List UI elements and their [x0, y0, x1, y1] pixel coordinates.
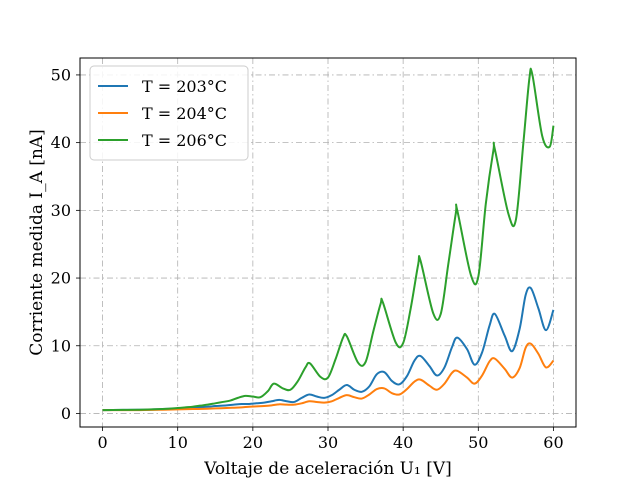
x-tick-label: 0 — [97, 433, 107, 452]
series-line-1 — [102, 286, 555, 412]
legend-label-3: T = 206°C — [142, 131, 227, 150]
x-tick-label: 40 — [393, 433, 413, 452]
series-lines — [102, 67, 555, 412]
legend-label-2: T = 204°C — [142, 104, 227, 123]
grid — [80, 58, 576, 427]
y-tick-label: 30 — [51, 201, 71, 220]
x-tick-label: 10 — [168, 433, 188, 452]
legend-label-1: T = 203°C — [142, 77, 227, 96]
x-axis-label: Voltaje de aceleración U₁ [V] — [203, 459, 452, 479]
x-tick-label: 60 — [543, 433, 563, 452]
y-tick-label: 20 — [51, 269, 71, 288]
legend: T = 203°C T = 204°C T = 206°C — [89, 65, 249, 161]
series-line-2 — [102, 342, 555, 412]
x-tick-label: 30 — [318, 433, 338, 452]
ticks: 0 10 20 30 40 50 60 0 10 20 30 40 50 — [51, 65, 564, 452]
y-tick-label: 40 — [51, 133, 71, 152]
series-line-3 — [102, 67, 555, 412]
x-tick-label: 20 — [243, 433, 263, 452]
x-tick-label: 50 — [468, 433, 488, 452]
y-axis-label: Corriente medida I_A [nA] — [27, 129, 47, 356]
y-tick-label: 10 — [51, 336, 71, 355]
y-tick-label: 0 — [61, 404, 71, 423]
legend-box — [89, 65, 249, 161]
y-tick-label: 50 — [51, 65, 71, 84]
